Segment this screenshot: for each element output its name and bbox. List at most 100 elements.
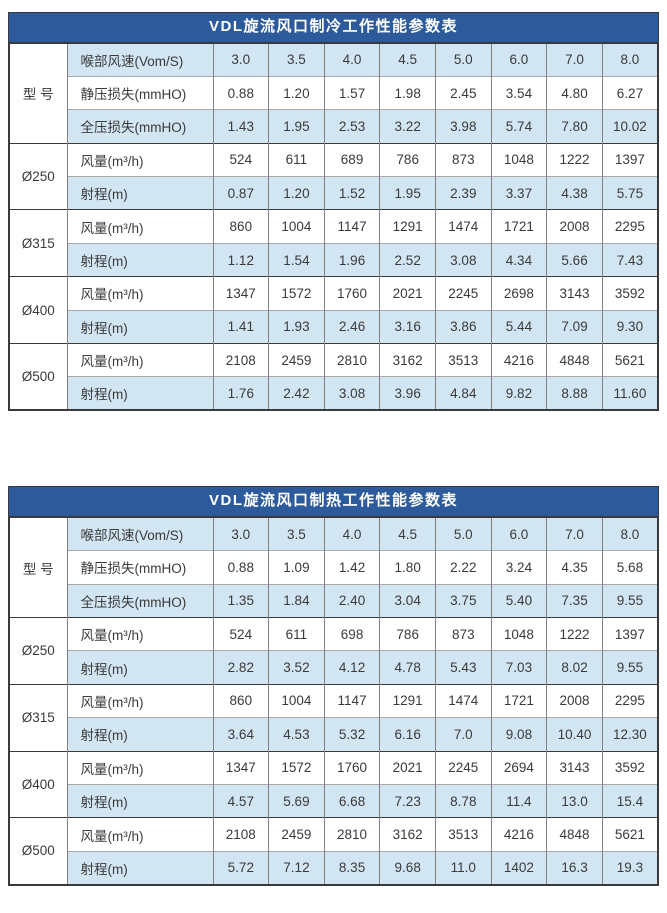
value-cell: 1222 bbox=[546, 616, 603, 651]
value-cell: 4.5 bbox=[379, 42, 436, 77]
value-cell: 5.32 bbox=[323, 717, 380, 752]
table-row: Ø400 风量(m³/h) 1347 1572 1760 2021 2245 2698 3143… bbox=[9, 276, 658, 344]
table-row: 静压损失(mmHO) 0.88 1.09 1.42 1.80 2.22 3.24 4.35 5.… bbox=[9, 550, 658, 585]
value-cell: 3.08 bbox=[435, 242, 492, 277]
value-cell: 2698 bbox=[490, 276, 547, 311]
value-cell: 2810 bbox=[323, 343, 380, 377]
value-cell: 7.0 bbox=[546, 516, 603, 551]
value-cell: 6.0 bbox=[490, 42, 547, 77]
value-cell: 1572 bbox=[268, 276, 325, 311]
value-cell: 3.64 bbox=[212, 717, 269, 752]
value-cell: 19.3 bbox=[601, 850, 658, 885]
value-cell: 611 bbox=[268, 616, 325, 651]
value-cell: 4.5 bbox=[379, 516, 436, 551]
value-cell: 5.72 bbox=[212, 850, 269, 885]
value-cell: 7.12 bbox=[268, 850, 325, 885]
value-cell: 0.87 bbox=[212, 176, 269, 210]
table-row: 全压损失(mmHO) 1.43 1.95 2.53 3.22 3.98 5.74 7.80 10… bbox=[9, 109, 658, 144]
value-cell: 4216 bbox=[490, 817, 547, 852]
row-label: 风量(m³/h) bbox=[66, 276, 213, 311]
value-cell: 2021 bbox=[379, 276, 436, 311]
table-title: VDL旋流风口制冷工作性能参数表 bbox=[8, 12, 659, 42]
value-cell: 1760 bbox=[323, 750, 380, 785]
value-cell: 9.68 bbox=[379, 850, 436, 885]
value-cell: 3.0 bbox=[212, 516, 269, 551]
value-cell: 4.12 bbox=[323, 650, 380, 685]
value-cell: 5.75 bbox=[601, 176, 658, 210]
table-row: Ø315 风量(m³/h) 860 1004 1147 1291 1474 1721 2008 2… bbox=[9, 683, 658, 752]
value-cell: 11.0 bbox=[435, 850, 492, 885]
value-cell: 2.46 bbox=[323, 309, 380, 344]
value-cell: 1397 bbox=[601, 616, 658, 651]
value-cell: 2295 bbox=[601, 209, 658, 244]
value-cell: 12.30 bbox=[601, 717, 658, 752]
value-cell: 16.3 bbox=[546, 850, 603, 885]
value-cell: 2.52 bbox=[379, 242, 436, 277]
value-cell: 4848 bbox=[546, 817, 603, 852]
value-cell: 5621 bbox=[601, 817, 658, 852]
value-cell: 1.54 bbox=[268, 242, 325, 277]
value-cell: 2295 bbox=[601, 683, 658, 718]
table-row: 型 号喉部风速(Vom/S) 3.0 3.5 4.0 4.5 5.0 6.0 7.0 8.0 bbox=[9, 42, 658, 144]
value-cell: 6.16 bbox=[379, 717, 436, 752]
page: VDL旋流风口制冷工作性能参数表 型 号喉部风速(Vom/S) 3.0 3.5 4.0… bbox=[8, 12, 659, 886]
value-cell: 9.08 bbox=[490, 717, 547, 752]
value-cell: 8.0 bbox=[601, 516, 658, 551]
value-cell: 2021 bbox=[379, 750, 436, 785]
row-label: 射程(m) bbox=[66, 850, 213, 885]
value-cell: 2459 bbox=[268, 343, 325, 377]
value-cell: 7.09 bbox=[546, 309, 603, 344]
table-row: 射程(m) 1.76 2.42 3.08 3.96 4.84 9.82 8.88 11.60 bbox=[9, 376, 658, 411]
row-label: 风量(m³/h) bbox=[66, 817, 213, 852]
value-cell: 1048 bbox=[490, 142, 547, 177]
value-cell: 1048 bbox=[490, 616, 547, 651]
value-cell: 1004 bbox=[268, 209, 325, 244]
value-cell: 8.0 bbox=[601, 42, 658, 77]
row-label: 喉部风速(Vom/S) bbox=[66, 516, 213, 551]
heating-performance-grid: 型 号喉部风速(Vom/S) 3.0 3.5 4.0 4.5 5.0 6.0 7.0 8.0 静压… bbox=[8, 516, 659, 886]
value-cell: 3.0 bbox=[212, 42, 269, 77]
value-cell: 3.52 bbox=[268, 650, 325, 685]
value-cell: 4216 bbox=[490, 343, 547, 377]
value-cell: 0.88 bbox=[212, 75, 269, 110]
value-cell: 4.35 bbox=[546, 550, 603, 585]
value-cell: 1.42 bbox=[323, 550, 380, 585]
value-cell: 873 bbox=[435, 616, 492, 651]
value-cell: 1402 bbox=[490, 850, 547, 885]
table-row: 射程(m) 1.41 1.93 2.46 3.16 3.86 5.44 7.09 9.30 bbox=[9, 309, 658, 344]
value-cell: 786 bbox=[379, 142, 436, 177]
value-cell: 2.45 bbox=[435, 75, 492, 110]
value-cell: 9.55 bbox=[601, 650, 658, 685]
value-cell: 2.53 bbox=[323, 109, 380, 144]
value-cell: 5621 bbox=[601, 343, 658, 377]
value-cell: 4.0 bbox=[323, 516, 380, 551]
value-cell: 873 bbox=[435, 142, 492, 177]
row-label: 射程(m) bbox=[66, 717, 213, 752]
value-cell: 1347 bbox=[212, 750, 269, 785]
table-row: 射程(m) 3.64 4.53 5.32 6.16 7.0 9.08 10.40 12.30 bbox=[9, 717, 658, 752]
value-cell: 8.02 bbox=[546, 650, 603, 685]
table-row: 射程(m) 4.57 5.69 6.68 7.23 8.78 11.4 13.0 15.4 bbox=[9, 783, 658, 818]
value-cell: 4.34 bbox=[490, 242, 547, 277]
value-cell: 1474 bbox=[435, 683, 492, 718]
value-cell: 2.40 bbox=[323, 583, 380, 618]
value-cell: 3.16 bbox=[379, 309, 436, 344]
value-cell: 1572 bbox=[268, 750, 325, 785]
row-label: 射程(m) bbox=[66, 783, 213, 818]
value-cell: 4.84 bbox=[435, 376, 492, 411]
value-cell: 5.0 bbox=[435, 42, 492, 77]
value-cell: 1147 bbox=[323, 683, 380, 718]
value-cell: 8.78 bbox=[435, 783, 492, 818]
row-label: 射程(m) bbox=[66, 650, 213, 685]
value-cell: 2459 bbox=[268, 817, 325, 852]
value-cell: 10.40 bbox=[546, 717, 603, 752]
value-cell: 3.5 bbox=[268, 516, 325, 551]
value-cell: 5.66 bbox=[546, 242, 603, 277]
value-cell: 3.08 bbox=[323, 376, 380, 411]
table-row: Ø315 风量(m³/h) 860 1004 1147 1291 1474 1721 2008 2… bbox=[9, 209, 658, 277]
value-cell: 1.35 bbox=[212, 583, 269, 618]
row-label: 静压损失(mmHO) bbox=[66, 75, 213, 110]
value-cell: 7.0 bbox=[546, 42, 603, 77]
table-body: 型 号喉部风速(Vom/S) 3.0 3.5 4.0 4.5 5.0 6.0 7.0 8.0 静压… bbox=[9, 42, 658, 411]
model-cell: Ø250 bbox=[9, 616, 67, 685]
